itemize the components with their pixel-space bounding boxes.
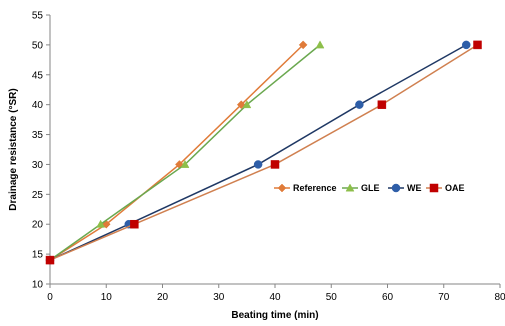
data-point-we [355,100,364,109]
series-gle [45,40,325,264]
legend-label: GLE [361,183,380,193]
y-axis-title: Drainage resistance (°SR) [8,88,19,210]
x-tick-label: 20 [157,292,169,303]
y-tick-label: 40 [32,100,44,111]
y-tick-label: 50 [32,40,44,51]
y-tick-label: 15 [32,250,44,261]
series-line-oae [49,44,478,261]
legend-item-reference: Reference [274,183,337,193]
y-tick-label: 10 [32,280,44,291]
legend-item-we: WE [388,183,422,193]
data-point-we [462,40,471,50]
data-point-gle [315,40,325,49]
x-tick-label: 10 [101,292,113,303]
y-tick-label: 30 [32,160,44,171]
x-tick-label: 50 [326,292,338,303]
data-point-oae [377,100,387,109]
legend-label: Reference [293,183,337,193]
legend-marker-gle [345,183,355,192]
y-tick-label: 45 [32,70,44,81]
data-point-oae [130,219,139,229]
series-line-reference [49,44,304,261]
series-line-we [49,44,467,261]
x-tick-label: 30 [213,292,225,303]
data-point-oae [270,160,280,169]
series-reference [45,40,308,265]
x-axis-title: Beating time (min) [231,310,318,321]
y-tick-label: 20 [32,220,44,231]
axes [49,15,500,285]
series-oae [45,40,482,265]
data-point-we [253,160,263,169]
legend-label: WE [407,183,422,193]
series-layer [45,40,482,265]
data-point-gle [242,100,252,109]
x-tick-label: 60 [382,292,394,303]
data-point-reference [236,100,246,110]
y-tick-label: 35 [32,130,44,141]
x-tick-label: 70 [438,292,450,303]
y-tick-label: 55 [32,11,44,22]
legend: Reference GLE WE OAE [274,183,465,193]
data-point-oae [45,255,55,265]
series-we [45,40,471,265]
data-point-gle [180,159,190,168]
data-point-oae [473,40,482,50]
legend-item-gle: GLE [342,183,380,193]
x-axis-ticks: 0 10 20 30 40 50 60 70 80 [47,284,505,303]
x-tick-label: 0 [47,292,53,303]
x-tick-label: 80 [494,292,505,303]
x-tick-label: 40 [269,292,281,303]
legend-label: OAE [445,183,465,193]
data-point-gle [96,219,106,228]
data-point-reference [298,40,308,50]
legend-marker-reference [277,183,287,193]
legend-marker-oae [429,183,439,193]
y-tick-label: 25 [32,190,44,201]
legend-marker-we [391,183,401,193]
y-axis-ticks: 10 15 20 25 30 35 40 45 50 55 [32,11,50,291]
legend-item-oae: OAE [426,183,465,193]
